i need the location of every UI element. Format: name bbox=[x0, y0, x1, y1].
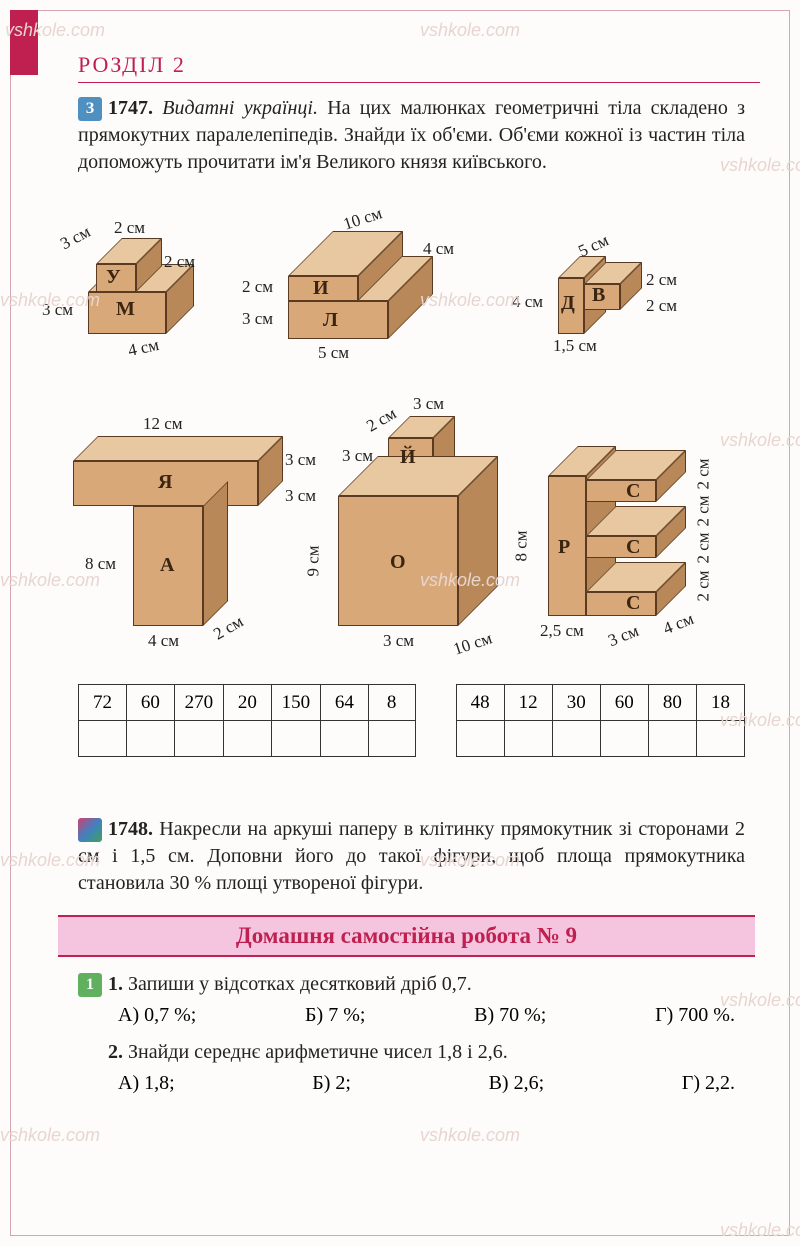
q1-opt-c: В) 70 %; bbox=[474, 1004, 546, 1027]
dim: 3 см bbox=[383, 631, 414, 651]
figures-area: У М 3 см 2 см 2 см 3 см 4 см И Л 10 см 4… bbox=[78, 186, 745, 806]
dim: 2 см bbox=[646, 270, 677, 290]
dim: 4 см bbox=[148, 631, 179, 651]
dim: 10 см bbox=[341, 203, 385, 234]
q1-options: А) 0,7 %; Б) 7 %; В) 70 %; Г) 700 %. bbox=[78, 1004, 745, 1027]
homework-title: Домашня самостійна робота № 9 bbox=[236, 923, 577, 948]
dim: 3 см bbox=[342, 446, 373, 466]
cell: 30 bbox=[552, 685, 600, 721]
dim: 3 см bbox=[285, 486, 316, 506]
problem-1747: З1747. Видатні українці. На цих малюнках… bbox=[78, 95, 745, 176]
cell: 18 bbox=[696, 685, 744, 721]
header-rule bbox=[78, 82, 760, 83]
q2-opt-a: А) 1,8; bbox=[118, 1072, 175, 1095]
dim: 2 см bbox=[646, 296, 677, 316]
dim: 10 см bbox=[451, 628, 495, 659]
q1-text: Запиши у відсотках десятковий дріб 0,7. bbox=[128, 973, 472, 995]
cell: 48 bbox=[456, 685, 504, 721]
dim: 4 см bbox=[126, 335, 161, 361]
homework-bar: Домашня самостійна робота № 9 bbox=[58, 915, 755, 957]
dim: 2,5 см bbox=[540, 621, 584, 641]
q2-options: А) 1,8; Б) 2; В) 2,6; Г) 2,2. bbox=[78, 1072, 745, 1095]
problem-1747-number: 1747. bbox=[108, 97, 153, 119]
cell: 12 bbox=[504, 685, 552, 721]
label-s2: С bbox=[626, 536, 640, 559]
cell: 80 bbox=[648, 685, 696, 721]
dim: 8 см bbox=[85, 554, 116, 574]
level-1-icon: 1 bbox=[78, 973, 102, 997]
cube-icon bbox=[78, 818, 102, 842]
dim: 8 см bbox=[512, 530, 532, 561]
dim: 3 см bbox=[42, 300, 73, 320]
dim: 3 см bbox=[285, 450, 316, 470]
question-2: 2. Знайди середнє арифметичне чисел 1,8 … bbox=[78, 1039, 745, 1066]
cell: 8 bbox=[368, 685, 415, 721]
label-s3: С bbox=[626, 592, 640, 615]
dim: 3 см bbox=[413, 394, 444, 414]
dim: 2 см bbox=[694, 458, 714, 489]
icon-z: З bbox=[78, 97, 102, 121]
answer-tables: 72 60 270 20 150 64 8 48 12 30 60 80 18 bbox=[78, 684, 745, 757]
dim: 9 см bbox=[304, 545, 324, 576]
dim: 4 см bbox=[423, 239, 454, 259]
dim: 12 см bbox=[143, 414, 183, 434]
label-v: В bbox=[592, 284, 605, 307]
cell: 64 bbox=[320, 685, 368, 721]
label-a: А bbox=[160, 554, 174, 577]
dim: 1,5 см bbox=[553, 336, 597, 356]
problem-1747-title: Видатні українці. bbox=[162, 97, 318, 119]
section-header: РОЗДІЛ 2 bbox=[78, 52, 186, 78]
cell: 72 bbox=[79, 685, 127, 721]
label-ya: Я bbox=[158, 471, 172, 494]
answer-table-right: 48 12 30 60 80 18 bbox=[456, 684, 745, 757]
q1-opt-d: Г) 700 %. bbox=[655, 1004, 735, 1027]
problem-1748-text: Накресли на аркуші паперу в клітинку пря… bbox=[78, 818, 745, 894]
dim: 4 см bbox=[660, 609, 696, 639]
answer-table-left: 72 60 270 20 150 64 8 bbox=[78, 684, 416, 757]
dim: 2 см bbox=[694, 570, 714, 601]
q1-opt-a: А) 0,7 %; bbox=[118, 1004, 196, 1027]
question-1: 1 1. Запиши у відсотках десятковий дріб 0… bbox=[78, 971, 745, 998]
dim: 2 см bbox=[210, 612, 247, 645]
q2-opt-b: Б) 2; bbox=[312, 1072, 351, 1095]
dim: 5 см bbox=[575, 230, 612, 261]
label-u: У bbox=[106, 266, 121, 289]
dim: 4 см bbox=[512, 292, 543, 312]
label-r: Р bbox=[558, 536, 570, 559]
q2-opt-d: Г) 2,2. bbox=[682, 1072, 735, 1095]
corner-tab bbox=[10, 10, 38, 75]
cell: 60 bbox=[126, 685, 174, 721]
q2-text: Знайди середнє арифметичне чисел 1,8 і 2… bbox=[128, 1041, 508, 1063]
label-l: Л bbox=[323, 309, 338, 332]
label-i: И bbox=[313, 277, 329, 300]
dim: 3 см bbox=[242, 309, 273, 329]
q2-number: 2. bbox=[108, 1041, 123, 1063]
cell: 20 bbox=[223, 685, 271, 721]
label-o: О bbox=[390, 551, 406, 574]
dim: 5 см bbox=[318, 343, 349, 363]
cell: 60 bbox=[600, 685, 648, 721]
dim: 2 см bbox=[242, 277, 273, 297]
label-s1: С bbox=[626, 480, 640, 503]
dim: 2 см bbox=[694, 532, 714, 563]
label-m: М bbox=[116, 298, 135, 321]
q1-number: 1. bbox=[108, 973, 123, 995]
cell: 150 bbox=[271, 685, 320, 721]
dim: 2 см bbox=[114, 218, 145, 238]
label-y: Й bbox=[400, 446, 416, 469]
q2-opt-c: В) 2,6; bbox=[489, 1072, 545, 1095]
dim: 3 см bbox=[605, 621, 641, 651]
dim: 2 см bbox=[694, 495, 714, 526]
label-d: Д bbox=[561, 292, 575, 315]
q1-opt-b: Б) 7 %; bbox=[305, 1004, 365, 1027]
problem-1748-number: 1748. bbox=[108, 818, 153, 840]
problem-1748: 1748. Накресли на аркуші паперу в клітин… bbox=[78, 816, 745, 897]
dim: 2 см bbox=[164, 252, 195, 272]
cell: 270 bbox=[174, 685, 223, 721]
